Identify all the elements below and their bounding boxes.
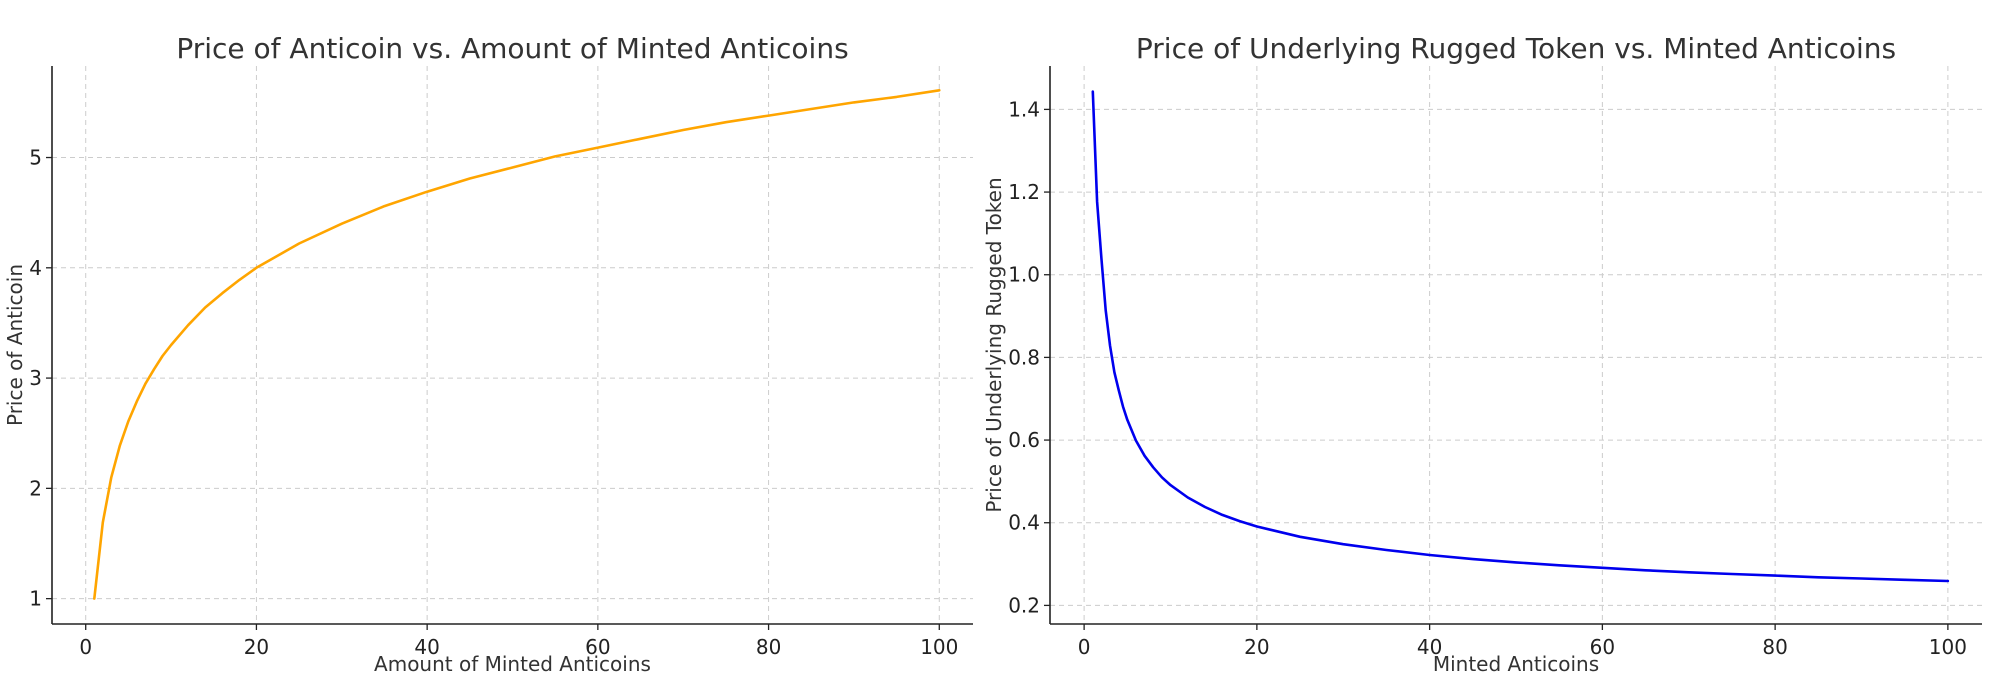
chart2-y-axis-label: Price of Underlying Rugged Token (982, 177, 1006, 512)
chart1-x-tick-label: 100 (920, 635, 958, 659)
chart2-y-tick-label: 1.0 (1008, 263, 1040, 287)
chart1-series-line (93, 89, 941, 600)
chart1-x-tick-label: 80 (756, 635, 781, 659)
chart2-title: Price of Underlying Rugged Token vs. Min… (1136, 32, 1896, 65)
chart1-y-tick-label: 5 (29, 146, 42, 170)
chart2-y-tick-label: 0.4 (1008, 511, 1040, 535)
chart2-y-tick-label: 0.8 (1008, 345, 1040, 369)
chart1-x-axis-label: Amount of Minted Anticoins (374, 652, 651, 676)
chart1-x-tick-label: 20 (244, 635, 269, 659)
chart1-y-tick-label: 3 (29, 366, 42, 390)
chart2-x-tick-label: 40 (1417, 635, 1442, 659)
chart2-y-tick-label: 0.2 (1008, 593, 1040, 617)
chart1-x-tick-label: 0 (79, 635, 92, 659)
chart1-x-tick-label: 60 (585, 635, 610, 659)
chart2-x-tick-label: 0 (1078, 635, 1091, 659)
chart2-y-tick-label: 0.6 (1008, 428, 1040, 452)
chart1-y-tick-label: 4 (29, 256, 42, 280)
chart2-series-line (1091, 90, 1950, 583)
chart2-y-tick-label: 1.2 (1008, 180, 1040, 204)
chart1-x-tick-label: 40 (414, 635, 439, 659)
chart2-x-tick-label: 20 (1244, 635, 1269, 659)
chart2-x-tick-label: 60 (1590, 635, 1615, 659)
chart1-y-tick-label: 1 (29, 587, 42, 611)
chart2-x-axis-label: Minted Anticoins (1433, 652, 1599, 676)
chart2: 0 20 40 60 80 100 0.2 0.4 0.6 0.8 1.0 1.2 1.4 Price o… (982, 32, 1982, 676)
chart1-title: Price of Anticoin vs. Amount of Minted A… (176, 32, 848, 65)
chart1: 0 20 40 60 80 100 1 2 3 4 5 Price of Anticoin vs. A… (3, 32, 973, 676)
chart2-x-tick-label: 100 (1929, 635, 1967, 659)
chart1-y-axis-label: Price of Anticoin (3, 264, 27, 426)
chart2-x-tick-label: 80 (1762, 635, 1787, 659)
chart2-y-tick-label: 1.4 (1008, 97, 1040, 121)
chart1-y-tick-label: 2 (29, 476, 42, 500)
